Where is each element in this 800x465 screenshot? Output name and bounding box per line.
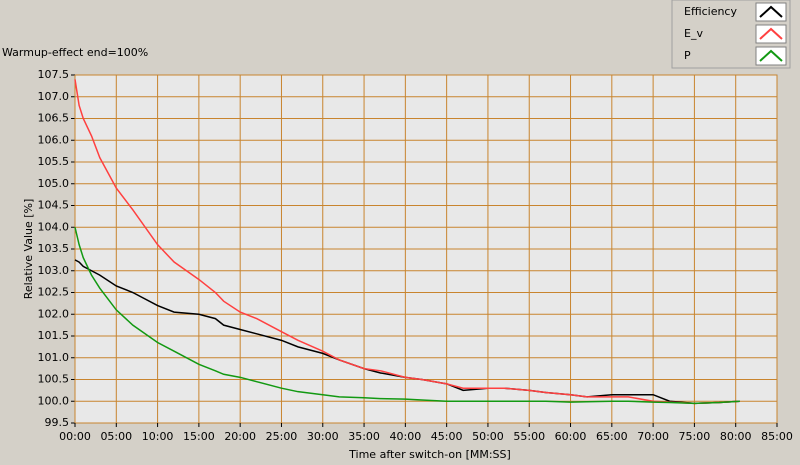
- x-tick-label: 60:00: [555, 430, 587, 443]
- legend-swatch-box: [755, 2, 787, 22]
- y-tick-label: 106.5: [38, 112, 70, 125]
- annotation: Warmup-effect end=100%: [2, 46, 148, 59]
- x-tick-label: 50:00: [472, 430, 504, 443]
- x-tick-label: 25:00: [266, 430, 298, 443]
- y-tick-label: 103.0: [38, 264, 70, 277]
- x-tick-label: 00:00: [59, 430, 91, 443]
- y-tick-label: 99.5: [45, 416, 70, 429]
- legend-swatch-box: [755, 24, 787, 44]
- legend-swatch: [759, 27, 783, 40]
- y-tick-label: 107.5: [38, 68, 70, 81]
- y-tick-label: 104.5: [38, 199, 70, 212]
- legend-label: P: [684, 49, 691, 62]
- y-tick-label: 104.0: [38, 220, 70, 233]
- y-tick-label: 106.0: [38, 133, 70, 146]
- y-tick-label: 105.5: [38, 155, 70, 168]
- legend-swatch: [759, 49, 783, 62]
- series-line: [74, 227, 740, 405]
- y-tick-label: 107.0: [38, 90, 70, 103]
- y-tick-label: 100.5: [38, 373, 70, 386]
- x-tick-label: 40:00: [390, 430, 422, 443]
- x-tick-label: 65:00: [596, 430, 628, 443]
- x-tick-label: 45:00: [431, 430, 463, 443]
- x-tick-label: 55:00: [513, 430, 545, 443]
- x-axis-label: Time after switch-on [MM:SS]: [348, 448, 511, 461]
- x-tick-label: 75:00: [679, 430, 711, 443]
- x-tick-label: 15:00: [183, 430, 215, 443]
- x-tick-label: 70:00: [637, 430, 669, 443]
- x-tick-label: 05:00: [100, 430, 132, 443]
- legend-label: E_v: [684, 27, 703, 40]
- y-tick-label: 102.5: [38, 286, 70, 299]
- y-tick-label: 102.0: [38, 307, 70, 320]
- x-tick-label: 35:00: [348, 430, 380, 443]
- x-tick-label: 80:00: [720, 430, 752, 443]
- legend-swatch: [759, 5, 783, 18]
- x-tick-label: 10:00: [142, 430, 174, 443]
- y-tick-label: 101.0: [38, 351, 70, 364]
- y-tick-label: 100.0: [38, 394, 70, 407]
- series-line: [74, 79, 740, 405]
- legend-label: Efficiency: [684, 5, 737, 18]
- x-tick-label: 20:00: [224, 430, 256, 443]
- y-tick-label: 105.0: [38, 177, 70, 190]
- y-axis-label: Relative Value [%]: [22, 199, 35, 300]
- y-tick-label: 101.5: [38, 329, 70, 342]
- legend-swatch-box: [755, 46, 787, 66]
- x-tick-label: 85:00: [761, 430, 793, 443]
- y-tick-label: 103.5: [38, 242, 70, 255]
- x-tick-label: 30:00: [307, 430, 339, 443]
